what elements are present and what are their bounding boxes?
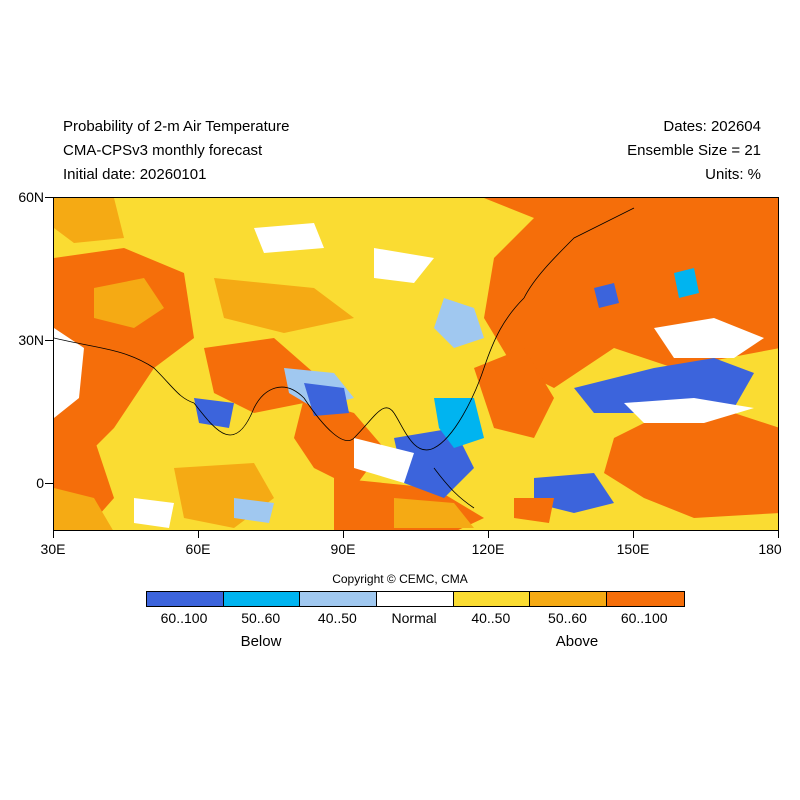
probability-region: [234, 498, 274, 523]
legend-swatch-normal-3: [377, 592, 454, 606]
lat-tick-60n: 60N: [18, 189, 44, 205]
probability-region: [204, 338, 314, 413]
legend-swatch-below-1: [223, 592, 301, 606]
legend-label: 60..100: [620, 610, 668, 626]
legend-swatch-above-5: [530, 592, 608, 606]
coastline: [523, 207, 635, 299]
legend-label: 40..50: [471, 610, 511, 626]
probability-region: [54, 488, 113, 530]
probability-region: [304, 383, 349, 416]
lon-tick-30e: 30E: [40, 541, 66, 557]
legend-above-label: Above: [555, 633, 599, 650]
units-label: Units: %: [705, 166, 761, 183]
lon-tickmark: [198, 531, 199, 538]
probability-region: [674, 268, 699, 298]
lon-tickmark: [633, 531, 634, 538]
probability-region: [574, 358, 754, 413]
lon-tickmark: [343, 531, 344, 538]
probability-region: [54, 328, 84, 418]
probability-region: [624, 398, 754, 423]
probability-region: [54, 198, 124, 243]
lon-tickmark: [53, 531, 54, 538]
probability-region: [394, 498, 474, 528]
dates-label: Dates: 202604: [663, 118, 761, 135]
lon-tick-90e: 90E: [330, 541, 356, 557]
legend-swatch-below-2: [300, 592, 378, 606]
coastline: [303, 397, 395, 441]
probability-region: [194, 398, 234, 428]
probability-map: [53, 197, 779, 531]
lon-tickmark: [488, 531, 489, 538]
lat-tickmark: [45, 483, 53, 484]
ensemble-size-label: Ensemble Size = 21: [627, 142, 761, 159]
lon-tick-150e: 150E: [616, 541, 650, 557]
probability-region: [354, 438, 414, 483]
copyright-notice: Copyright © CEMC, CMA: [332, 572, 468, 586]
lon-tick-60e: 60E: [185, 541, 211, 557]
probability-region: [134, 498, 174, 528]
legend-label: 50..60: [548, 610, 587, 626]
lat-tickmark: [45, 340, 53, 341]
probability-region: [374, 248, 434, 283]
coastline: [54, 337, 195, 404]
probability-region: [254, 223, 324, 253]
legend-label: Normal: [391, 610, 437, 626]
probability-region: [604, 413, 778, 518]
legend-swatch-above-4: [453, 592, 531, 606]
probability-region: [434, 298, 484, 348]
probability-region: [514, 498, 554, 523]
probability-map-canvas: [54, 198, 778, 530]
legend-swatch-below-0: [147, 592, 224, 606]
probability-region: [534, 473, 614, 513]
coastline: [393, 297, 525, 451]
legend-label: 60..100: [160, 610, 208, 626]
probability-region: [474, 348, 554, 438]
coastline: [193, 386, 305, 436]
legend-below-label: Below: [240, 633, 282, 650]
legend-swatch-above-6: [607, 592, 684, 606]
lon-tickmark: [778, 531, 779, 538]
probability-region: [434, 398, 484, 448]
lon-tick-180: 180: [758, 541, 782, 557]
lat-tick-0: 0: [36, 475, 44, 491]
legend-label: 50..60: [241, 610, 281, 626]
coastline: [433, 467, 475, 509]
legend-colorbar: [146, 591, 685, 607]
initial-date-label: Initial date: 20260101: [63, 166, 207, 183]
lon-tick-120e: 120E: [471, 541, 505, 557]
lat-tick-30n: 30N: [18, 332, 44, 348]
probability-region: [94, 278, 164, 328]
probability-region: [654, 318, 764, 358]
legend-label: 40..50: [317, 610, 357, 626]
lat-tickmark: [45, 197, 53, 198]
chart-title: Probability of 2-m Air Temperature: [63, 118, 290, 135]
probability-region: [594, 283, 619, 308]
chart-subtitle: CMA-CPSv3 monthly forecast: [63, 142, 263, 159]
probability-region: [214, 278, 354, 333]
